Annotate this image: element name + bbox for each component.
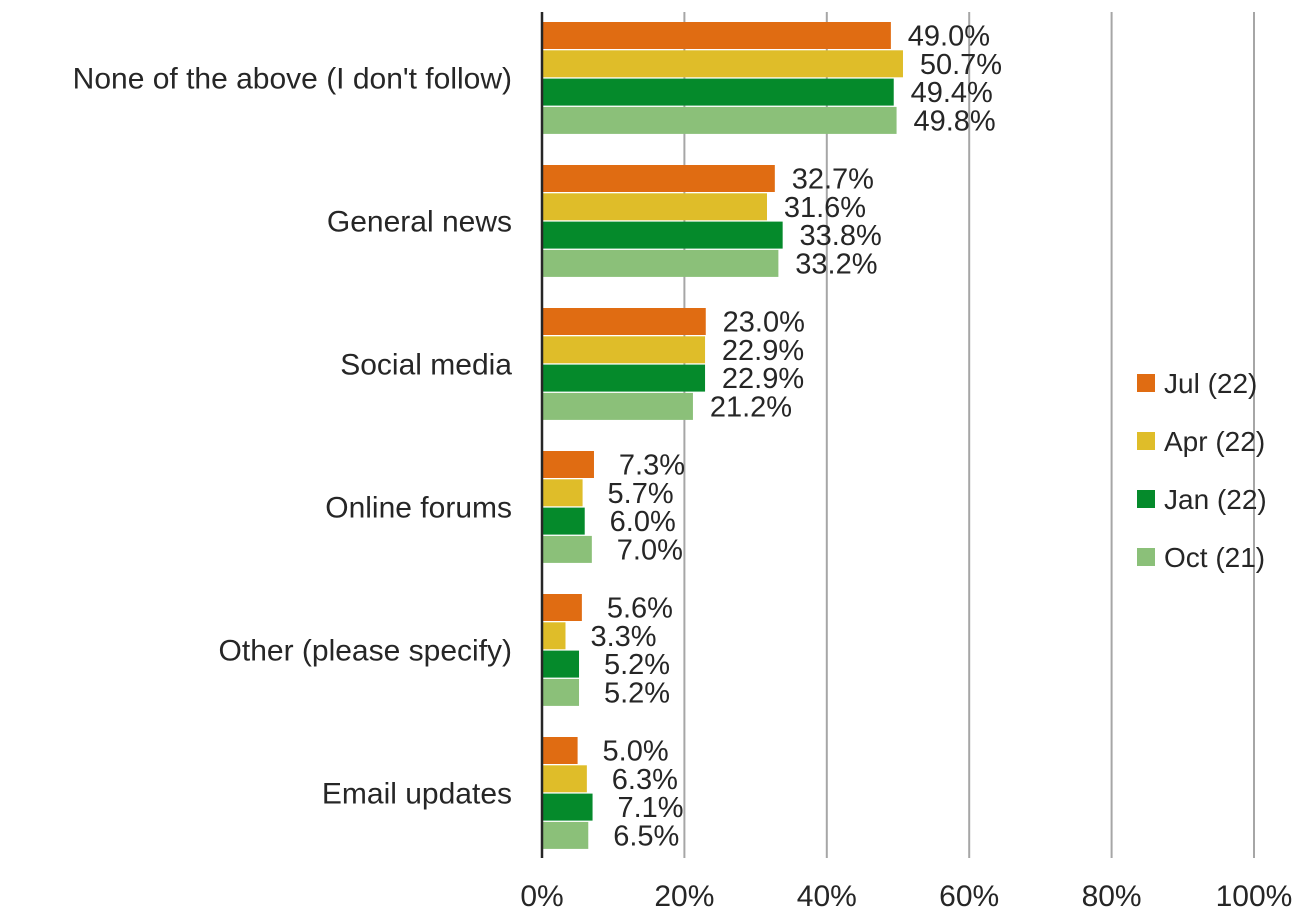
bar-oct-21 xyxy=(543,106,897,134)
x-tick-label: 100% xyxy=(1216,880,1293,913)
category-label: None of the above (I don't follow) xyxy=(73,63,512,96)
x-tick-label: 60% xyxy=(939,880,999,913)
data-label: 49.0% xyxy=(908,21,990,53)
category-label: General news xyxy=(327,206,512,239)
legend-swatch xyxy=(1137,490,1155,508)
category-labels: None of the above (I don't follow) Genera… xyxy=(73,63,513,811)
data-label: 7.3% xyxy=(619,450,685,482)
bar-jul-22 xyxy=(543,22,891,49)
bar-jul-22 xyxy=(543,308,706,335)
bar-oct-21 xyxy=(543,678,580,706)
data-label: 5.2% xyxy=(604,649,670,681)
bar-jul-22 xyxy=(543,737,578,764)
data-label: 49.4% xyxy=(911,77,993,109)
legend-swatch xyxy=(1137,432,1155,450)
bar-oct-21 xyxy=(543,392,693,420)
data-label: 6.0% xyxy=(610,506,676,538)
bar-jul-22 xyxy=(543,165,775,192)
bar-jan-22 xyxy=(543,221,783,249)
x-tick-label: 80% xyxy=(1082,880,1142,913)
data-label: 32.7% xyxy=(792,164,874,196)
data-label: 6.3% xyxy=(612,764,678,796)
legend-label: Oct (21) xyxy=(1164,542,1265,573)
bar-jan-22 xyxy=(543,793,593,821)
bar-jan-22 xyxy=(543,78,894,106)
data-label: 33.2% xyxy=(795,248,877,280)
data-label: 22.9% xyxy=(722,335,804,367)
data-label: 31.6% xyxy=(784,192,866,224)
data-label: 7.1% xyxy=(617,792,683,824)
bar-apr-22 xyxy=(543,765,587,793)
data-label: 5.6% xyxy=(607,593,673,625)
data-label: 7.0% xyxy=(617,534,683,566)
bar-apr-22 xyxy=(543,479,583,507)
bar-jul-22 xyxy=(543,451,594,478)
bar-apr-22 xyxy=(543,50,903,78)
bar-apr-22 xyxy=(543,622,566,650)
category-label: Online forums xyxy=(325,492,512,525)
category-label: Social media xyxy=(340,349,512,382)
bar-oct-21 xyxy=(543,821,589,849)
x-tick-label: 40% xyxy=(797,880,857,913)
category-label: Email updates xyxy=(322,778,512,811)
data-label: 23.0% xyxy=(723,307,805,339)
legend-label: Apr (22) xyxy=(1164,426,1265,457)
category-label: Other (please specify) xyxy=(219,635,512,668)
data-label: 33.8% xyxy=(800,220,882,252)
bar-apr-22 xyxy=(543,336,706,364)
data-labels: 49.0%50.7%49.4%49.8% 32.7%31.6%33.8%33.2%… xyxy=(590,21,1002,853)
bar-oct-21 xyxy=(543,249,779,277)
bars xyxy=(543,22,903,849)
data-label: 21.2% xyxy=(710,391,792,423)
data-label: 5.0% xyxy=(603,736,669,768)
data-label: 5.7% xyxy=(608,478,674,510)
x-axis-tick-labels: 0% 20% 40% 60% 80% 100% xyxy=(520,880,1292,913)
legend-swatch xyxy=(1137,548,1155,566)
bar-jul-22 xyxy=(543,594,582,621)
legend-label: Jan (22) xyxy=(1164,484,1267,515)
legend: Jul (22) Apr (22) Jan (22) Oct (21) xyxy=(1137,368,1267,573)
data-label: 22.9% xyxy=(722,363,804,395)
bar-jan-22 xyxy=(543,364,706,392)
x-tick-label: 20% xyxy=(654,880,714,913)
gridlines xyxy=(683,12,1255,858)
data-label: 50.7% xyxy=(920,49,1002,81)
bar-apr-22 xyxy=(543,193,767,221)
bar-jan-22 xyxy=(543,507,585,535)
data-label: 5.2% xyxy=(604,677,670,709)
bar-jan-22 xyxy=(543,650,580,678)
legend-swatch xyxy=(1137,374,1155,392)
data-label: 3.3% xyxy=(590,621,656,653)
data-label: 49.8% xyxy=(913,105,995,137)
x-tick-label: 0% xyxy=(520,880,563,913)
legend-label: Jul (22) xyxy=(1164,368,1257,399)
data-label: 6.5% xyxy=(613,820,679,852)
bar-oct-21 xyxy=(543,535,592,563)
